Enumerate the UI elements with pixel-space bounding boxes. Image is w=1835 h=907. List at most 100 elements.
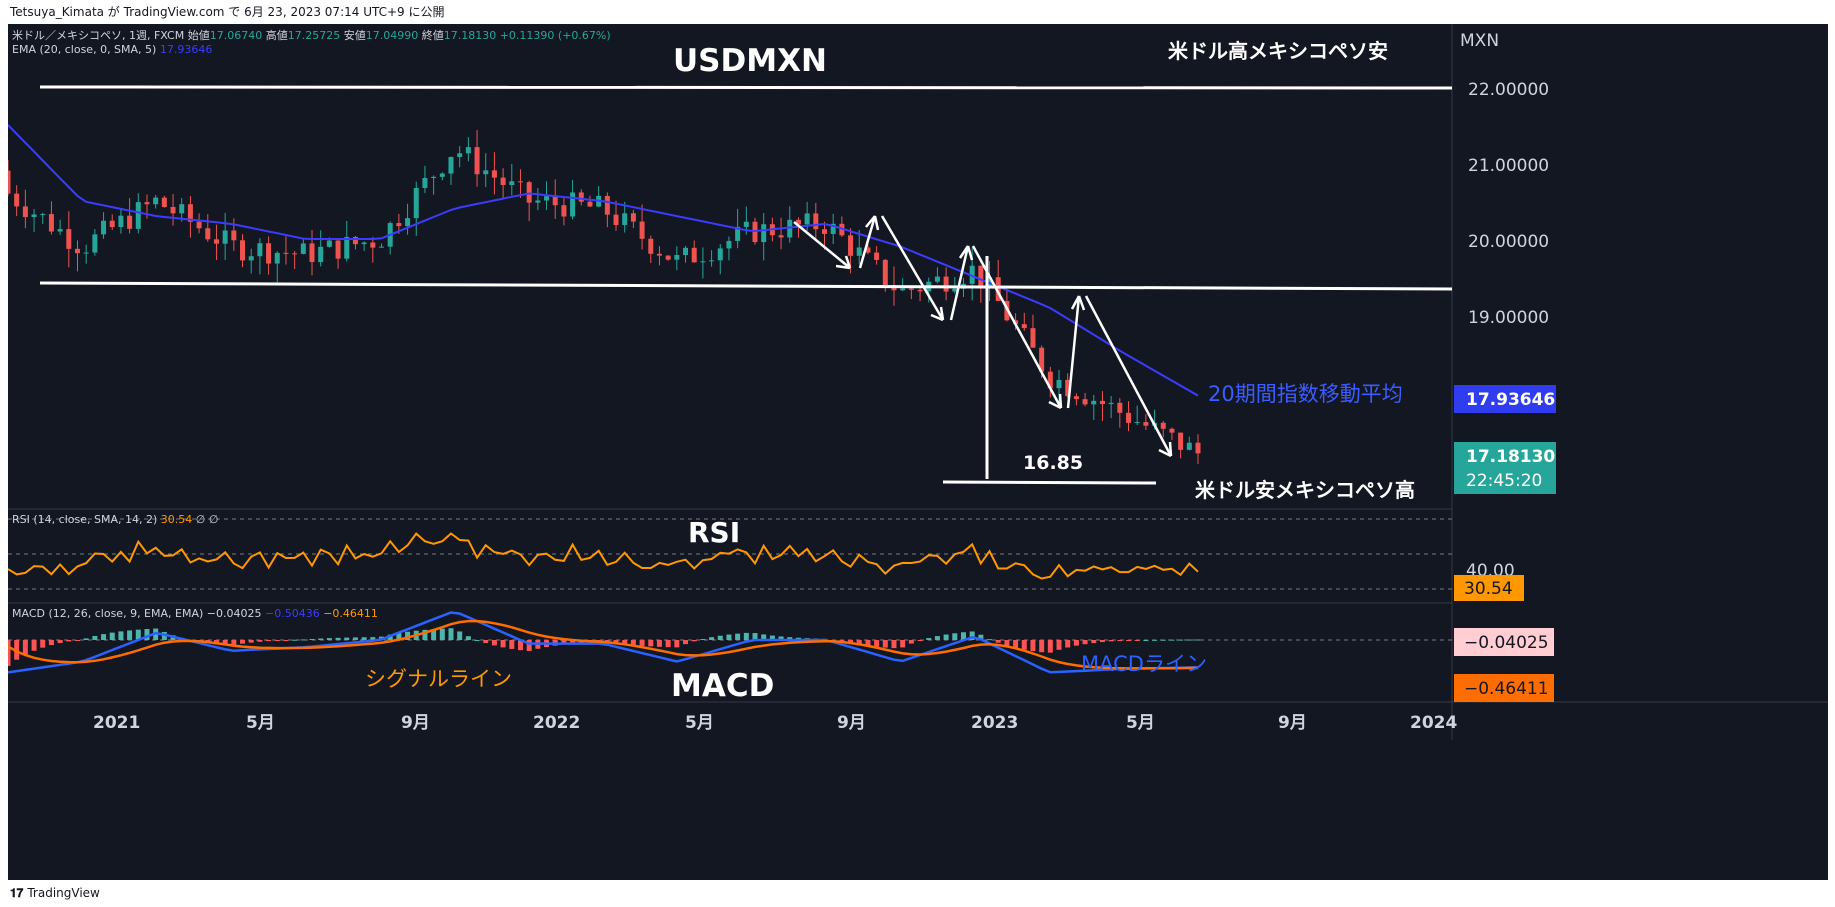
macd-hist-bar xyxy=(118,631,124,640)
ema-line xyxy=(7,124,1199,397)
macd-hist-bar xyxy=(526,640,532,651)
macd-hist-bar xyxy=(1047,640,1053,653)
candle-body xyxy=(1178,432,1184,450)
candle-body xyxy=(882,259,888,286)
macd-hist-bar xyxy=(483,640,489,644)
candle-body xyxy=(726,240,732,249)
candle-body xyxy=(656,253,662,256)
candle-body xyxy=(83,252,89,254)
rsi-badge xyxy=(1454,575,1524,601)
macd-hist-bar xyxy=(109,632,115,640)
candle-body xyxy=(778,235,784,238)
candle-body xyxy=(5,170,11,194)
candle-body xyxy=(205,228,211,240)
candle-body xyxy=(709,260,715,262)
macd-hist-bar xyxy=(1186,639,1192,641)
candle-body xyxy=(405,218,411,227)
tradingview-logo-icon: 𝟏𝟕 xyxy=(10,886,24,900)
macd-hist-bar xyxy=(1056,640,1062,650)
candle-body xyxy=(413,188,419,219)
candle-body xyxy=(326,240,332,247)
macd-hist-bar xyxy=(83,638,89,640)
macd-hist-bar xyxy=(743,632,749,640)
arrow-up xyxy=(858,215,880,269)
candle-body xyxy=(1134,422,1140,424)
price-badge-text: 17.18130 xyxy=(1466,447,1555,467)
macd-signal-badge-text: −0.46411 xyxy=(1464,679,1549,699)
bottom-note: 米ドル安メキシコペソ高 xyxy=(1195,478,1415,502)
macd-hist-bar xyxy=(1099,640,1105,643)
candle-body xyxy=(153,197,159,205)
macd-hist-bar xyxy=(908,640,914,644)
legend-low-label: 安値 xyxy=(343,29,366,42)
candle-body xyxy=(335,240,341,259)
candle-body xyxy=(127,215,133,229)
macd-hist-bar xyxy=(40,640,46,648)
candle-body xyxy=(787,219,793,238)
macd-hist-bar xyxy=(978,634,984,640)
legend-ema-label: EMA (20, close, 0, SMA, 5) xyxy=(12,43,157,56)
macd-hist-bar xyxy=(987,639,993,641)
macd-hist-bar xyxy=(101,634,107,640)
macd-hist-bar xyxy=(700,639,706,641)
macd-hist-bar xyxy=(222,640,228,645)
candle-body xyxy=(1160,422,1166,429)
candle-body xyxy=(943,276,949,292)
legend-low: 17.04990 xyxy=(365,29,419,42)
candle-body xyxy=(457,153,463,158)
candle-body xyxy=(222,230,228,244)
macd-hist-bar xyxy=(1160,639,1166,641)
macd-hist-bar xyxy=(396,633,402,640)
time-tick: 9月 xyxy=(1278,713,1307,733)
macd-note: MACDライン xyxy=(1081,652,1207,676)
macd-hist-bar xyxy=(439,628,445,640)
signal-line xyxy=(7,619,1199,670)
macd-hist-bar xyxy=(1134,640,1140,641)
trend-arrows xyxy=(793,215,1173,458)
macd-hist-bar xyxy=(648,640,654,647)
candle-body xyxy=(761,224,767,243)
candle-body xyxy=(231,230,237,241)
candle-body xyxy=(213,239,219,244)
time-tick: 9月 xyxy=(837,713,866,733)
macd-hist-bar xyxy=(917,640,923,641)
candle-body xyxy=(1082,399,1088,405)
candle-body xyxy=(1091,400,1097,405)
macd-hist-bar xyxy=(1195,639,1201,641)
macd-hist-badge-text: −0.04025 xyxy=(1464,633,1549,653)
candle-body xyxy=(978,265,984,287)
candle-body xyxy=(648,238,654,254)
time-badge-text: 22:45:20 xyxy=(1466,471,1542,491)
candle-body xyxy=(465,147,471,154)
macd-hist-bar xyxy=(465,636,471,640)
macd-hist-bar xyxy=(656,640,662,647)
price-tick: 22.00000 xyxy=(1468,80,1549,100)
candle-body xyxy=(57,229,63,232)
candle-body xyxy=(318,246,324,263)
macd-hist-bar xyxy=(405,631,411,640)
macd-hist-bar xyxy=(517,640,523,651)
macd-hist-bar xyxy=(639,640,645,646)
legend-macd-label: MACD (12, 26, close, 9, EMA, EMA) xyxy=(12,607,204,620)
level-label: 16.85 xyxy=(1023,452,1083,474)
candle-body xyxy=(422,177,428,189)
legend-symbol: 米ドル／メキシコペソ, 1週, FXCM xyxy=(12,29,185,42)
macd-hist-bar xyxy=(995,640,1001,643)
macd-hist-bar xyxy=(74,640,80,641)
macd-hist-bar xyxy=(1117,640,1123,641)
candle-body xyxy=(48,214,54,232)
macd-hist-bar xyxy=(726,634,732,640)
macd-hist-bar xyxy=(926,638,932,640)
candle-body xyxy=(578,192,584,202)
macd-hist-bar xyxy=(613,640,619,644)
macd-hist-bar xyxy=(491,640,497,646)
candle-body xyxy=(500,177,506,185)
legend-close: 17.18130 xyxy=(443,29,497,42)
macd-hist-bar xyxy=(248,640,254,643)
chart-title: USDMXN xyxy=(673,43,827,79)
price-tick: 19.00000 xyxy=(1468,308,1549,328)
time-tick: 2021 xyxy=(93,713,140,733)
candle-body xyxy=(31,214,37,218)
candle-body xyxy=(552,196,558,206)
macd-hist-bar xyxy=(240,640,246,644)
